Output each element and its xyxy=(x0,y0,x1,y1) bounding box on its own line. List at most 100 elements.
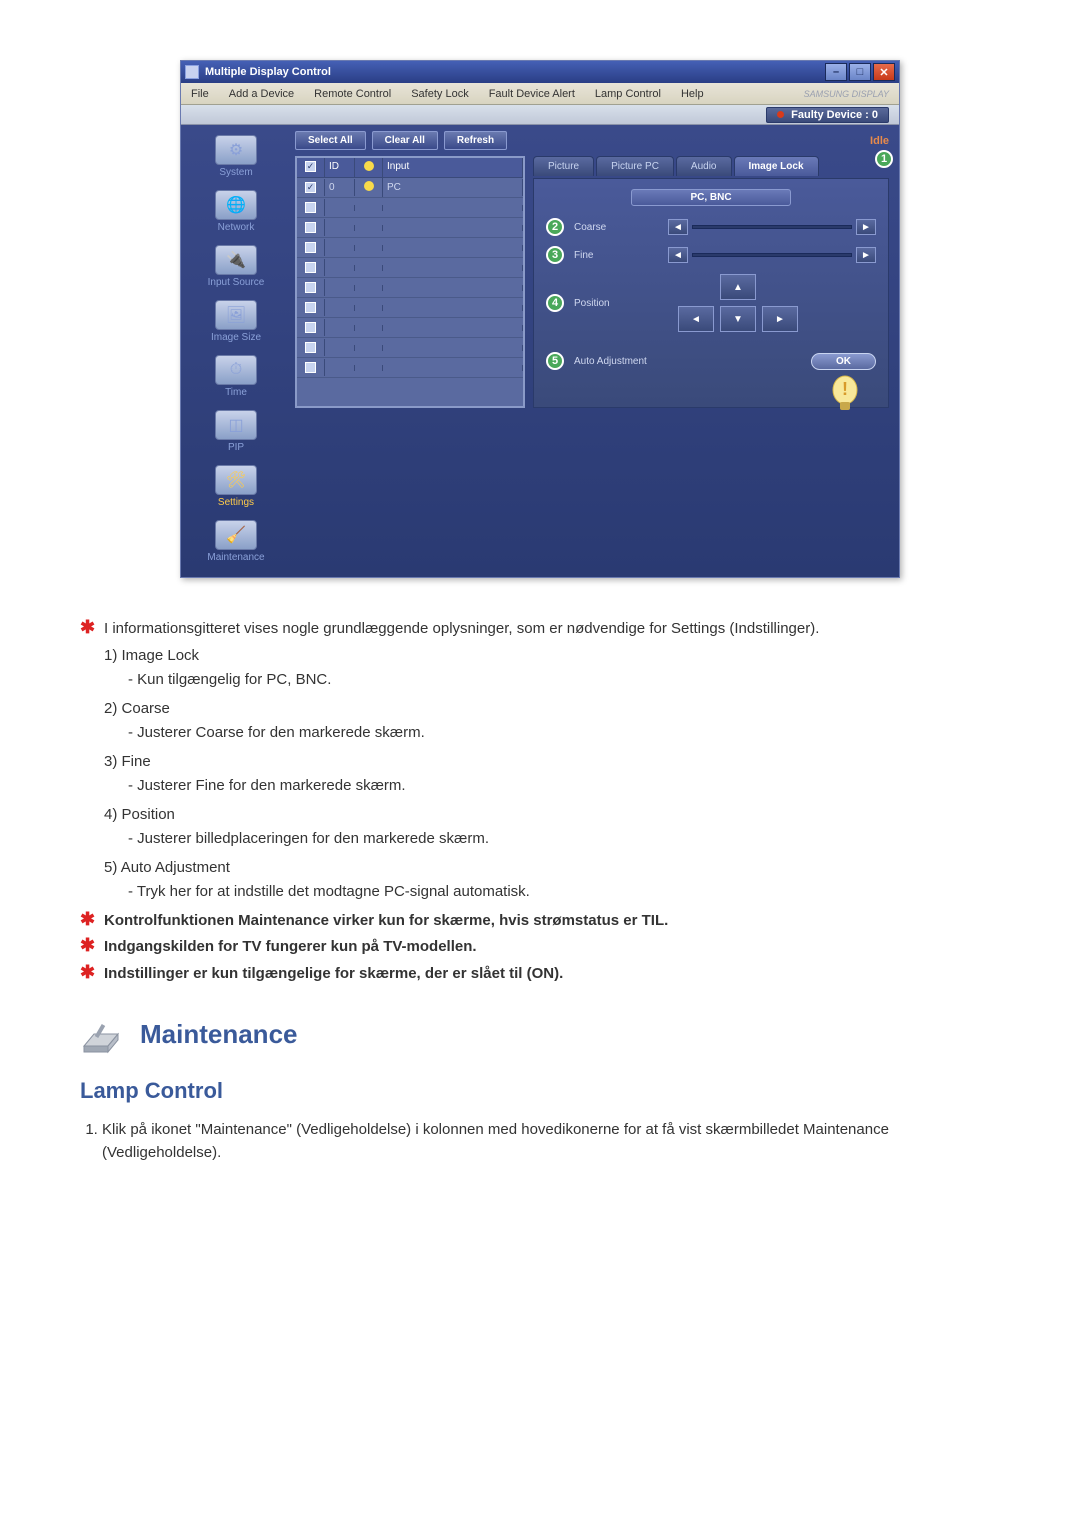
svg-text:!: ! xyxy=(842,379,848,399)
idle-label: Idle xyxy=(870,135,889,147)
note-1: Kontrolfunktionen Maintenance virker kun… xyxy=(104,910,668,933)
row-checkbox[interactable] xyxy=(305,322,316,333)
row-checkbox[interactable] xyxy=(305,282,316,293)
clear-all-button[interactable]: Clear All xyxy=(372,131,438,150)
maintenance-section-icon xyxy=(80,1016,126,1054)
menu-lamp-control[interactable]: Lamp Control xyxy=(585,83,671,105)
menu-help[interactable]: Help xyxy=(671,83,714,105)
tab-audio[interactable]: Audio xyxy=(676,156,732,176)
minimize-button[interactable]: – xyxy=(825,63,847,81)
row-checkbox[interactable] xyxy=(305,182,316,193)
table-row[interactable] xyxy=(297,358,523,378)
row-checkbox[interactable] xyxy=(305,302,316,313)
input-source-icon: 🔌 xyxy=(215,245,257,275)
row-id: 0 xyxy=(325,179,355,196)
position-up-button[interactable]: ▲ xyxy=(720,274,756,300)
position-down-button[interactable]: ▼ xyxy=(720,306,756,332)
window-title: Multiple Display Control xyxy=(205,66,331,78)
item-4: 4) Position xyxy=(104,804,980,827)
star-icon: ✱ xyxy=(80,910,98,928)
sidebar-item-pip[interactable]: ◫ PIP xyxy=(181,406,291,461)
item-5-head: Auto Adjustment xyxy=(121,859,230,876)
sidebar-item-maintenance[interactable]: 🧹 Maintenance xyxy=(181,516,291,571)
table-row[interactable] xyxy=(297,218,523,238)
menubar: File Add a Device Remote Control Safety … xyxy=(181,83,899,105)
sidebar-label-input-source: Input Source xyxy=(208,277,265,288)
menu-add-device[interactable]: Add a Device xyxy=(219,83,304,105)
lamp-step-1: Klik på ikonet "Maintenance" (Vedligehol… xyxy=(102,1119,980,1164)
table-row[interactable] xyxy=(297,198,523,218)
ok-button[interactable]: OK xyxy=(811,353,876,370)
pip-icon: ◫ xyxy=(215,410,257,440)
tab-picture[interactable]: Picture xyxy=(533,156,594,176)
table-row[interactable] xyxy=(297,258,523,278)
table-row[interactable] xyxy=(297,298,523,318)
item-4-head: Position xyxy=(122,806,175,823)
fine-slider: ◄ ► xyxy=(668,247,876,263)
sidebar-item-settings[interactable]: 🛠 Settings xyxy=(181,461,291,516)
row-checkbox[interactable] xyxy=(305,342,316,353)
sidebar-item-input-source[interactable]: 🔌 Input Source xyxy=(181,241,291,296)
titlebar: Multiple Display Control – □ ✕ xyxy=(181,61,899,83)
item-3-sub: - Justerer Fine for den markerede skærm. xyxy=(128,775,980,798)
table-row[interactable] xyxy=(297,278,523,298)
star-icon: ✱ xyxy=(80,936,98,954)
row-checkbox[interactable] xyxy=(305,262,316,273)
network-icon: 🌐 xyxy=(215,190,257,220)
close-button[interactable]: ✕ xyxy=(873,63,895,81)
settings-icon: 🛠 xyxy=(215,465,257,495)
menu-fault-alert[interactable]: Fault Device Alert xyxy=(479,83,585,105)
position-left-button[interactable]: ◄ xyxy=(678,306,714,332)
faulty-device-chip: Faulty Device : 0 xyxy=(766,107,889,123)
auto-adjustment-label: Auto Adjustment xyxy=(574,356,647,367)
app-window: Multiple Display Control – □ ✕ File Add … xyxy=(180,60,900,578)
sidebar-item-time[interactable]: ⏱ Time xyxy=(181,351,291,406)
time-icon: ⏱ xyxy=(215,355,257,385)
table-row[interactable] xyxy=(297,338,523,358)
item-2-head: Coarse xyxy=(122,700,170,717)
sidebar: ⚙ System 🌐 Network 🔌 Input Source 🖼 Imag… xyxy=(181,125,291,577)
info-bulb-icon: ! xyxy=(825,372,865,416)
row-checkbox[interactable] xyxy=(305,242,316,253)
sidebar-item-network[interactable]: 🌐 Network xyxy=(181,186,291,241)
sidebar-label-image-size: Image Size xyxy=(211,332,261,343)
fine-decrease-button[interactable]: ◄ xyxy=(668,247,688,263)
grid-header-id[interactable]: ID xyxy=(325,158,355,177)
fine-label: Fine xyxy=(574,250,658,261)
menu-file[interactable]: File xyxy=(181,83,219,105)
menu-remote-control[interactable]: Remote Control xyxy=(304,83,401,105)
position-right-button[interactable]: ► xyxy=(762,306,798,332)
table-row[interactable] xyxy=(297,318,523,338)
refresh-button[interactable]: Refresh xyxy=(444,131,507,150)
tab-image-lock[interactable]: Image Lock xyxy=(734,156,819,176)
callout-1: 1 xyxy=(875,150,893,168)
image-size-icon: 🖼 xyxy=(215,300,257,330)
row-input: PC xyxy=(383,179,523,196)
sidebar-item-system[interactable]: ⚙ System xyxy=(181,131,291,186)
grid-header-input[interactable]: Input xyxy=(383,158,523,177)
device-grid: ID Input 0 PC xyxy=(295,156,525,408)
row-checkbox[interactable] xyxy=(305,222,316,233)
coarse-decrease-button[interactable]: ◄ xyxy=(668,219,688,235)
coarse-increase-button[interactable]: ► xyxy=(856,219,876,235)
header-checkbox[interactable] xyxy=(305,161,316,172)
sidebar-label-pip: PIP xyxy=(228,442,244,453)
fine-track[interactable] xyxy=(692,253,852,257)
coarse-slider: ◄ ► xyxy=(668,219,876,235)
item-3: 3) Fine xyxy=(104,751,980,774)
app-icon xyxy=(185,65,199,79)
table-row[interactable]: 0 PC xyxy=(297,178,523,198)
menu-safety-lock[interactable]: Safety Lock xyxy=(401,83,478,105)
fine-increase-button[interactable]: ► xyxy=(856,247,876,263)
maximize-button[interactable]: □ xyxy=(849,63,871,81)
coarse-track[interactable] xyxy=(692,225,852,229)
table-row[interactable] xyxy=(297,238,523,258)
item-1-sub: - Kun tilgængelig for PC, BNC. xyxy=(128,669,980,692)
item-2: 2) Coarse xyxy=(104,698,980,721)
row-checkbox[interactable] xyxy=(305,202,316,213)
sidebar-item-image-size[interactable]: 🖼 Image Size xyxy=(181,296,291,351)
tab-picture-pc[interactable]: Picture PC xyxy=(596,156,674,176)
coarse-label: Coarse xyxy=(574,222,658,233)
select-all-button[interactable]: Select All xyxy=(295,131,366,150)
row-checkbox[interactable] xyxy=(305,362,316,373)
